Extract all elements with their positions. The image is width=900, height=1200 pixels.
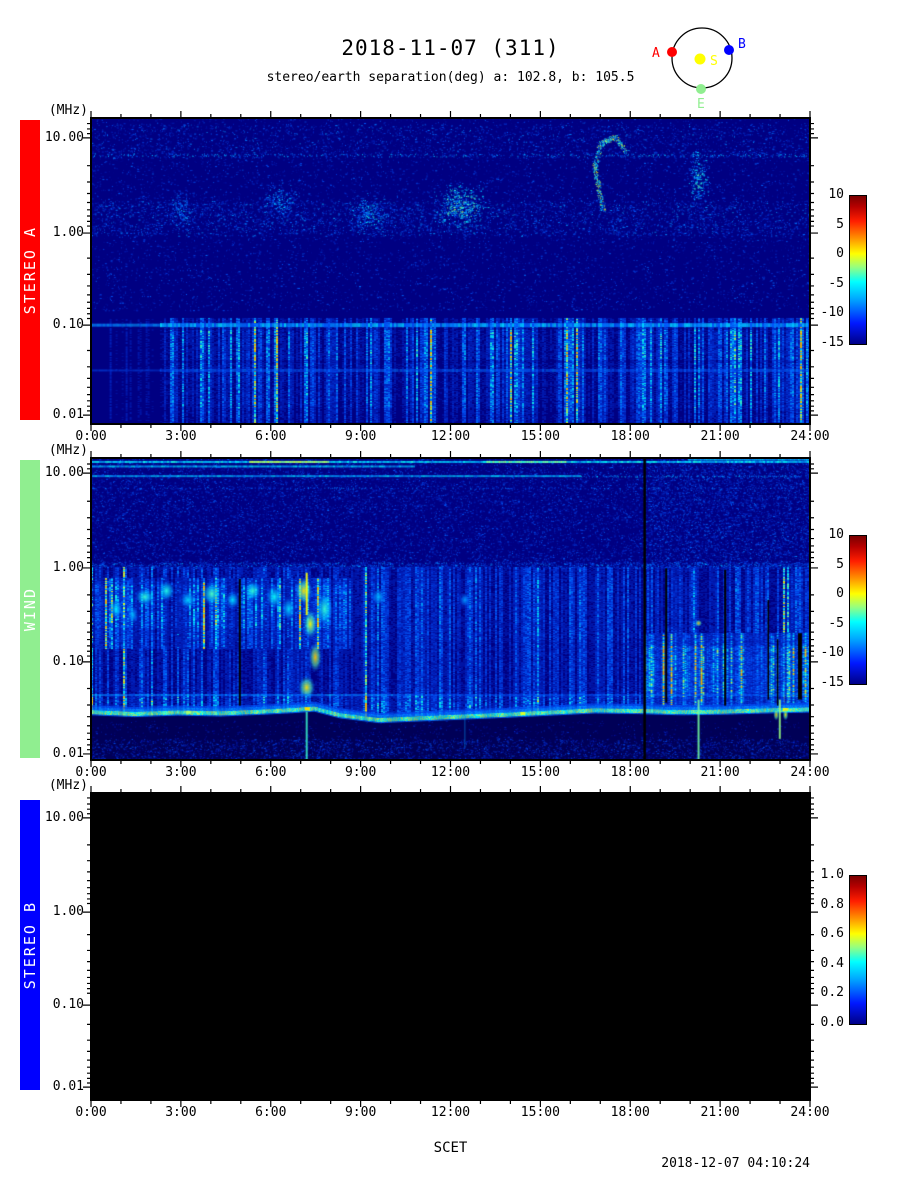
colorbar-tick-label: -10 [820, 305, 844, 321]
x-tick-label: 3:00 [165, 765, 197, 780]
x-tick-label: 9:00 [344, 765, 377, 780]
colorbar-tick-label: -5 [828, 275, 844, 291]
mhz-label-panel3: (MHz) [48, 778, 88, 793]
sun-label: S [710, 54, 718, 69]
stereo-a-dot [667, 47, 677, 57]
y-tick-label: 0.01 [52, 407, 84, 423]
y-tick-label: 10.00 [44, 809, 84, 825]
orbit-diagram: A B S E [652, 27, 746, 112]
y-tick-label: 0.01 [52, 745, 84, 761]
y-tick-label: 10.00 [44, 129, 84, 145]
x-tick-label: 6:00 [255, 765, 287, 780]
x-tick-label: 24:00 [790, 1105, 830, 1120]
stereo-a-label: A [652, 46, 660, 61]
x-tick-label: 3:00 [165, 429, 197, 444]
x-tick-label: 9:00 [344, 1105, 377, 1120]
x-tick-label: 0:00 [75, 1105, 107, 1120]
stereo-a-spectrogram [91, 118, 810, 424]
x-tick-label: 21:00 [700, 1105, 740, 1120]
colorbar-tick-label: 0.0 [820, 1015, 844, 1030]
page-title: 2018-11-07 (311) [341, 36, 560, 60]
x-tick-label: 9:00 [344, 429, 377, 444]
x-tick-label: 21:00 [700, 765, 740, 780]
stereo-b-label: B [738, 37, 746, 52]
colorbar-wind [849, 535, 867, 685]
x-tick-label: 12:00 [430, 1105, 471, 1120]
colorbar-stereo-a [849, 195, 867, 345]
earth-dot [696, 84, 706, 94]
mhz-label-panel1: (MHz) [48, 103, 88, 118]
x-tick-label: 21:00 [700, 429, 740, 444]
x-tick-label: 3:00 [165, 1105, 197, 1120]
x-tick-label: 0:00 [75, 429, 107, 444]
colorbar-tick-label: 0 [836, 246, 844, 262]
y-tick-label: 1.00 [52, 904, 84, 920]
colorbar-tick-label: 1.0 [820, 867, 844, 882]
sun-dot [694, 53, 706, 65]
colorbar-tick-label: 5 [836, 216, 844, 232]
colorbar-tick-label: 0.8 [820, 896, 844, 912]
x-tick-label: 15:00 [520, 1105, 560, 1120]
colorbar-tick-label: 0.2 [820, 985, 844, 1001]
stereo-b-sidebar: STEREO B [20, 800, 40, 1090]
colorbar-tick-label: 0 [836, 586, 844, 602]
wind-spectrogram [91, 458, 810, 760]
y-tick-label: 1.00 [52, 225, 84, 241]
x-tick-label: 18:00 [610, 765, 650, 780]
x-tick-label: 15:00 [520, 765, 560, 780]
x-tick-label: 18:00 [610, 1105, 650, 1120]
x-tick-label: 12:00 [430, 765, 471, 780]
colorbar-tick-label: -5 [828, 615, 844, 631]
colorbar-tick-label: 0.6 [820, 926, 844, 942]
y-tick-label: 1.00 [52, 559, 84, 575]
colorbar-tick-label: -15 [820, 335, 844, 350]
generation-timestamp: 2018-12-07 04:10:24 [661, 1156, 810, 1171]
x-axis-title: SCET [433, 1140, 468, 1156]
y-tick-label: 0.10 [52, 317, 84, 333]
x-tick-label: 24:00 [790, 429, 830, 444]
x-tick-label: 6:00 [255, 429, 287, 444]
wind-sidebar: WIND [20, 460, 40, 758]
stereo-a-sidebar: STEREO A [20, 120, 40, 420]
stereo-b-spectrogram [91, 793, 810, 1100]
colorbar-tick-label: -15 [820, 675, 844, 690]
mhz-label-panel2: (MHz) [48, 443, 88, 458]
colorbar-tick-label: 10 [828, 527, 844, 542]
y-tick-label: 0.01 [52, 1079, 84, 1095]
x-tick-label: 24:00 [790, 765, 830, 780]
separation-subtitle: stereo/earth separation(deg) a: 102.8, b… [266, 70, 635, 85]
x-tick-label: 15:00 [520, 429, 560, 444]
y-tick-label: 0.10 [52, 997, 84, 1013]
colorbar-stereo-b [849, 875, 867, 1025]
x-tick-label: 6:00 [255, 1105, 287, 1120]
x-tick-label: 12:00 [430, 429, 471, 444]
y-tick-label: 10.00 [44, 465, 84, 481]
colorbar-tick-label: 0.4 [820, 955, 844, 971]
x-tick-label: 0:00 [75, 765, 107, 780]
earth-label: E [697, 97, 705, 112]
x-tick-label: 18:00 [610, 429, 650, 444]
y-tick-label: 0.10 [52, 653, 84, 669]
colorbar-tick-label: -10 [820, 645, 844, 661]
wind-sidebar-label: WIND [21, 586, 39, 632]
stereo-b-dot [724, 45, 734, 55]
colorbar-tick-label: 5 [836, 556, 844, 572]
colorbar-tick-label: 10 [828, 187, 844, 202]
